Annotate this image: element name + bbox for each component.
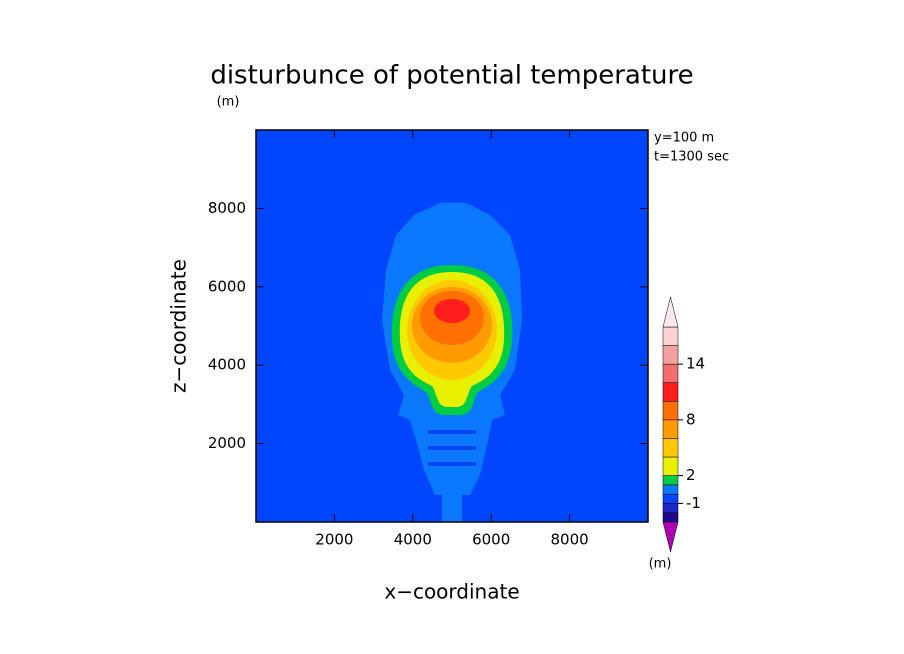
colorbar-box xyxy=(662,512,679,523)
x-tick-label: 2000 xyxy=(315,531,353,549)
y-tick-label: 8000 xyxy=(208,199,246,217)
colorbar-box xyxy=(662,475,679,486)
colorbar-box xyxy=(662,326,679,346)
colorbar-box xyxy=(662,401,679,421)
contour-fill xyxy=(442,495,462,522)
colorbar-unit: (m) xyxy=(649,557,672,572)
colorbar-under xyxy=(662,521,679,553)
colorbar-box xyxy=(662,493,679,504)
colorbar-box xyxy=(662,503,679,513)
y-tick-label: 6000 xyxy=(208,277,246,295)
colorbar-box xyxy=(662,345,679,365)
colorbar-tick-label: -1 xyxy=(686,494,701,512)
colorbar-box xyxy=(662,456,679,476)
colorbar-box xyxy=(662,382,679,402)
y-tick-label: 4000 xyxy=(208,356,246,374)
colorbar-tick-label: 2 xyxy=(686,466,696,484)
plot-frame xyxy=(255,129,649,523)
x-axis-label: x−coordinate xyxy=(384,580,519,604)
x-tick-label: 8000 xyxy=(551,531,589,549)
y-axis-label: z−coordinate xyxy=(167,259,191,393)
contour-fill xyxy=(428,430,476,434)
contour-fill xyxy=(428,446,476,450)
colorbar-tick-label: 14 xyxy=(686,355,705,373)
y-tick-label: 2000 xyxy=(208,434,246,452)
colorbar-tick-label: 8 xyxy=(686,410,696,428)
colorbar-box xyxy=(662,363,679,383)
colorbar-box xyxy=(662,484,679,495)
title-unit: (m) xyxy=(217,95,240,110)
x-tick-label: 4000 xyxy=(394,531,432,549)
x-tick-label: 6000 xyxy=(472,531,510,549)
contour-fill xyxy=(434,299,470,323)
annotation: y=100 m xyxy=(654,131,714,146)
colorbar-box xyxy=(662,438,679,458)
colorbar-box xyxy=(662,419,679,439)
chart-title: disturbunce of potential temperature xyxy=(210,61,693,91)
field xyxy=(256,130,648,522)
annotation: t=1300 sec xyxy=(654,150,729,165)
colorbar-over xyxy=(662,296,679,328)
contour-fill xyxy=(428,462,476,466)
